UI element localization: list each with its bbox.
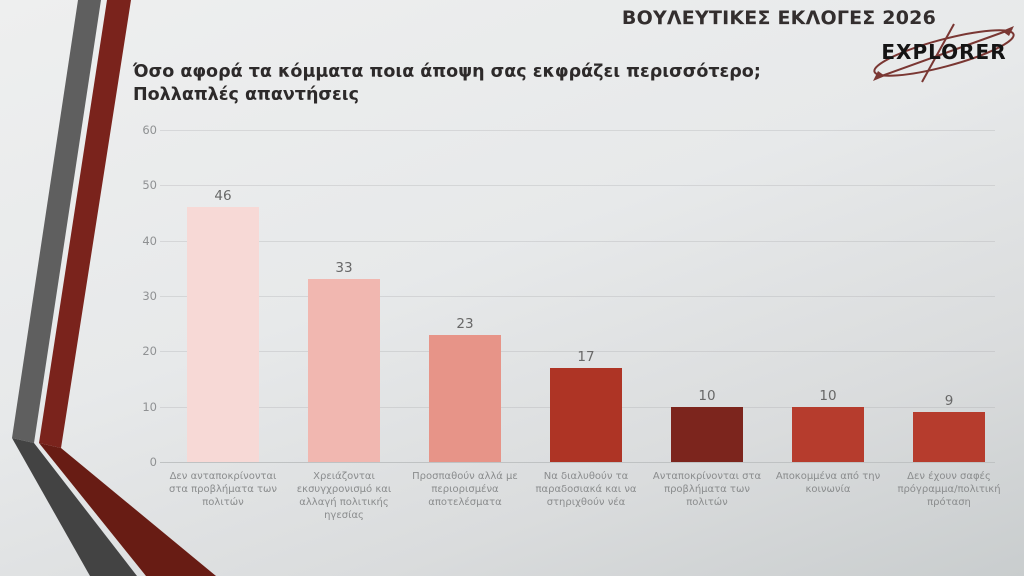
chart-title-line2: Πολλαπλές απαντήσεις bbox=[133, 85, 359, 105]
bar-value-label: 23 bbox=[456, 315, 474, 332]
bar-category-label: Δεν έχουν σαφές πρόγραμμα/πολιτική πρότα… bbox=[897, 471, 1001, 508]
y-tick-label: 20 bbox=[142, 344, 157, 359]
gridline bbox=[160, 240, 995, 242]
gridline bbox=[160, 351, 995, 353]
bar-category-label: Προσπαθούν αλλά με περιορισμένα αποτελέσ… bbox=[412, 471, 518, 508]
bar bbox=[913, 412, 985, 462]
bar bbox=[550, 367, 622, 462]
gridline bbox=[160, 296, 995, 297]
bar-value-label: 9 bbox=[944, 393, 954, 410]
gridline bbox=[160, 130, 995, 131]
bar-category-label: Να διαλυθούν τα παραδοσιακά και να στηρι… bbox=[535, 471, 637, 508]
chart-title-line1: Όσο αφορά τα κόμματα ποια άποψη σας εκφρ… bbox=[133, 62, 761, 82]
logo-text: EXPLORER bbox=[881, 40, 1006, 64]
bar bbox=[187, 207, 259, 462]
logo-arrowhead-top-icon bbox=[1002, 26, 1014, 36]
bar-category-label: Αποκομμένα από την κοινωνία bbox=[775, 471, 881, 495]
logo-orbit-icon bbox=[873, 29, 1015, 77]
explorer-logo: EXPLORER bbox=[873, 23, 1015, 83]
logo-slash-icon bbox=[921, 23, 955, 83]
bar-category-label: Χρειάζονται εκσυγχρονισμό και αλλαγή πολ… bbox=[296, 471, 392, 521]
y-tick-label: 40 bbox=[142, 233, 157, 248]
bar bbox=[429, 334, 501, 462]
slide-header: ΒΟΥΛΕΥΤΙΚΕΣ ΕΚΛΟΓΕΣ 2026 bbox=[621, 7, 936, 29]
bar-value-label: 17 bbox=[577, 348, 595, 365]
bar-value-label: 33 bbox=[335, 260, 353, 277]
y-tick-label: 60 bbox=[142, 123, 157, 137]
gridline bbox=[160, 185, 995, 187]
bar bbox=[792, 406, 864, 462]
chart-title: Όσο αφορά τα κόμματα ποια άποψη σας εκφρ… bbox=[133, 61, 761, 107]
y-tick-label: 50 bbox=[142, 178, 157, 193]
bar bbox=[671, 406, 743, 462]
bar bbox=[308, 279, 380, 462]
bar-value-label: 46 bbox=[214, 188, 232, 205]
y-tick-label: 0 bbox=[149, 455, 157, 469]
bar-category-label: Δεν ανταποκρίνονται στα προβλήματα των π… bbox=[169, 471, 277, 508]
y-tick-label: 10 bbox=[142, 399, 157, 414]
y-tick-label: 30 bbox=[142, 289, 157, 303]
bar-value-label: 10 bbox=[698, 387, 716, 404]
logo-arrow-icon bbox=[875, 28, 1013, 79]
logo-arrowhead-bottom-icon bbox=[873, 71, 885, 81]
bar-category-label: Ανταποκρίνονται στα προβλήματα των πολιτ… bbox=[652, 471, 762, 508]
bar-value-label: 10 bbox=[819, 387, 837, 404]
x-axis-line bbox=[160, 462, 995, 463]
